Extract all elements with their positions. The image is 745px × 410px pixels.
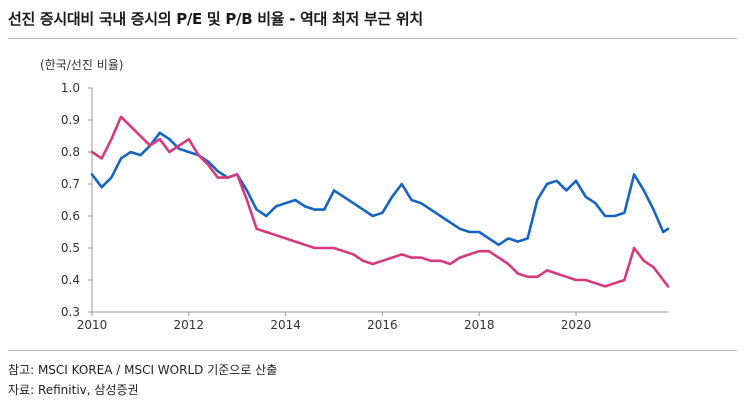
data-source: 자료: Refinitiv, 삼성증권 xyxy=(8,383,139,397)
x-tick-label: 2016 xyxy=(367,318,398,332)
y-axis-unit-label: (한국/선진 비율) xyxy=(40,58,124,72)
x-tick-label: 2020 xyxy=(561,318,592,332)
title-divider xyxy=(8,38,737,39)
chart-series xyxy=(90,115,670,288)
pb-ratio-line xyxy=(90,115,670,288)
pe-ratio-line xyxy=(90,131,670,247)
chart-title: 선진 증시대비 국내 증시의 P/E 및 P/B 비율 - 역대 최저 부근 위… xyxy=(8,10,423,28)
x-tick-label: 2010 xyxy=(77,318,108,332)
y-tick-label: 0.8 xyxy=(61,145,80,159)
y-tick-label: 0.9 xyxy=(61,113,80,127)
y-tick-label: 0.5 xyxy=(61,241,80,255)
y-tick-label: 0.3 xyxy=(61,305,80,319)
y-tick-label: 0.4 xyxy=(61,273,80,287)
x-tick-label: 2014 xyxy=(270,318,301,332)
y-tick-label: 0.6 xyxy=(61,209,80,223)
y-tick-label: 1.0 xyxy=(61,81,80,95)
footer-divider xyxy=(8,350,737,351)
source-note: 참고: MSCI KOREA / MSCI WORLD 기준으로 산출 xyxy=(8,363,278,377)
x-tick-label: 2012 xyxy=(174,318,205,332)
x-tick-label: 2018 xyxy=(464,318,495,332)
y-tick-label: 0.7 xyxy=(61,177,80,191)
